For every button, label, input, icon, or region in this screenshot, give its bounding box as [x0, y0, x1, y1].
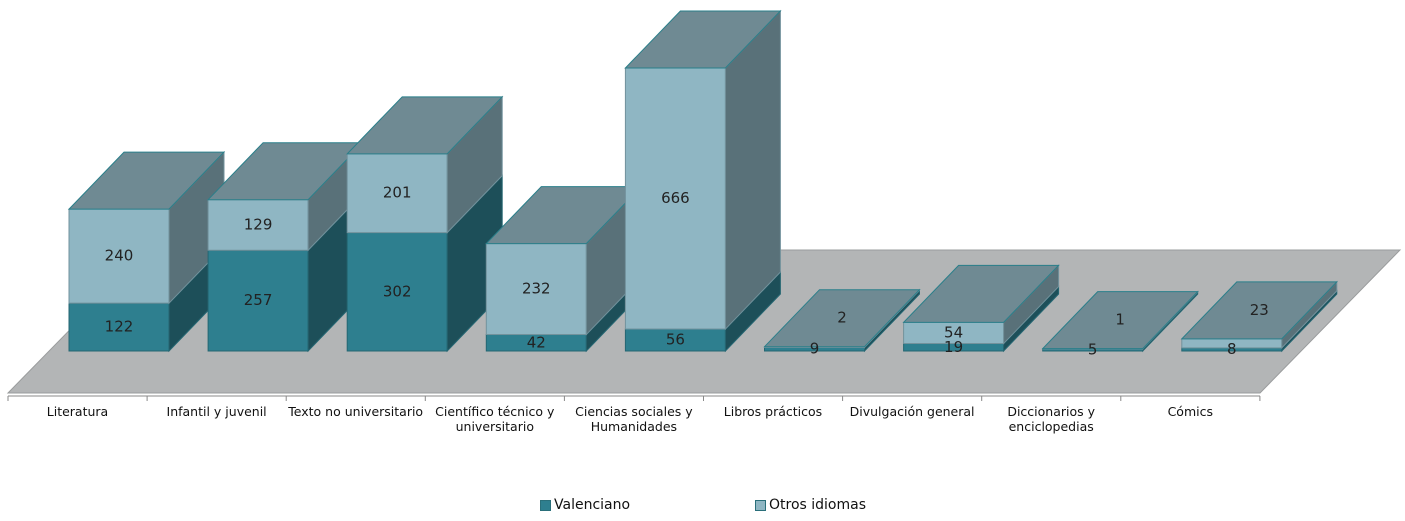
data-label: 19	[944, 338, 963, 356]
bar-segment	[763, 288, 921, 349]
x-tick-label: Infantil y juvenil	[166, 404, 267, 419]
bar-top	[1041, 291, 1199, 350]
bar-top	[902, 264, 1060, 323]
bar-segment	[346, 174, 503, 353]
x-tick-label: Científico técnico y universitario	[435, 404, 555, 434]
bar-segment	[67, 150, 226, 305]
data-label: 2	[837, 309, 847, 327]
legend-item: Valenciano	[540, 497, 630, 513]
data-label: 42	[527, 333, 546, 351]
x-tick-label: Divulgación general	[849, 404, 975, 419]
data-label: 56	[666, 331, 685, 349]
legend-label: Otros idiomas	[769, 497, 867, 513]
bar-top	[624, 10, 782, 69]
legend-swatch	[755, 499, 766, 511]
bar-segment	[624, 9, 782, 331]
bar-segment	[1180, 280, 1338, 350]
x-tick-label: Ciencias sociales y Humanidades	[575, 404, 693, 434]
x-tick-label: Cómics	[1167, 404, 1213, 419]
bar-top	[67, 151, 226, 210]
data-label: 129	[244, 215, 273, 233]
x-tick-label: Libros prácticos	[723, 404, 823, 419]
data-label: 5	[1088, 341, 1098, 359]
bar-segment	[624, 270, 781, 353]
data-label: 9	[810, 340, 820, 358]
data-label: 257	[244, 291, 273, 309]
data-label: 666	[661, 189, 690, 207]
x-ticks	[7, 396, 1261, 401]
bar-top	[346, 96, 504, 155]
data-label: 122	[105, 318, 134, 336]
data-label: 54	[944, 323, 963, 341]
bar-top	[1180, 281, 1338, 340]
legend-label: Valenciano	[554, 497, 631, 513]
bar-segment	[903, 285, 1060, 353]
x-tick-label: Diccionarios y enciclopedias	[1007, 404, 1096, 434]
legend-swatch	[540, 499, 551, 511]
legend-item: Otros idiomas	[755, 497, 866, 513]
x-tick-label: Literatura	[46, 404, 109, 419]
data-label: 302	[383, 282, 412, 300]
data-label: 201	[383, 184, 412, 202]
data-label: 1	[1115, 311, 1125, 329]
bar-top	[763, 289, 921, 348]
data-label: 8	[1227, 340, 1237, 358]
bar-segment	[1041, 290, 1199, 351]
x-tick-label: Texto no universitario	[288, 404, 424, 419]
bar-segment	[346, 95, 504, 234]
data-label: 240	[105, 247, 134, 265]
bar-segment	[902, 264, 1060, 345]
data-label: 232	[522, 280, 551, 298]
data-label: 23	[1250, 301, 1269, 319]
